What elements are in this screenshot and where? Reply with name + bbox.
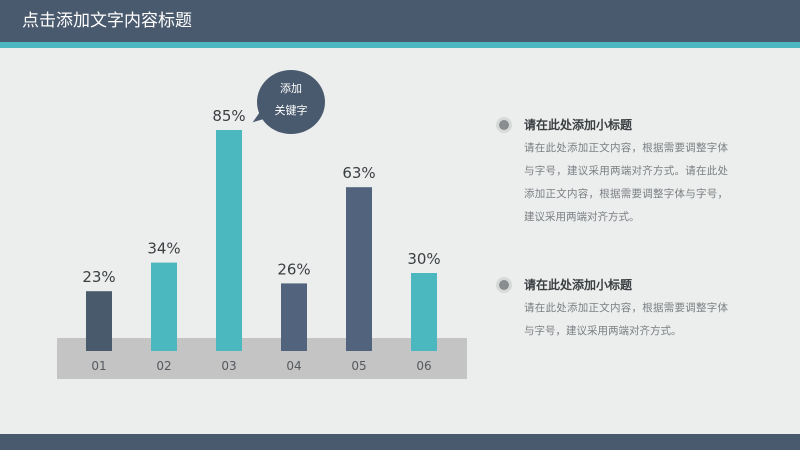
bullet-icon xyxy=(496,117,512,133)
callout-line-2: 关键字 xyxy=(274,104,308,117)
item-body: 请在此处添加正文内容，根据需要调整字体与字号，建议采用两端对齐方式。 xyxy=(524,302,728,337)
tick-label-04: 04 xyxy=(286,359,301,373)
footer-bar xyxy=(0,434,800,450)
value-label-01: 23% xyxy=(82,268,115,286)
header-bar xyxy=(0,0,800,42)
bar-05 xyxy=(346,187,372,351)
item-title: 请在此处添加小标题 xyxy=(524,118,633,132)
callout-bubble xyxy=(257,70,325,134)
tick-label-05: 05 xyxy=(351,359,366,373)
tick-label-02: 02 xyxy=(156,359,171,373)
bar-01 xyxy=(86,291,112,351)
value-label-02: 34% xyxy=(147,240,180,258)
tick-label-06: 06 xyxy=(416,359,431,373)
value-label-03: 85% xyxy=(212,107,245,125)
bar-06 xyxy=(411,273,437,351)
bar-03 xyxy=(216,130,242,351)
tick-label-01: 01 xyxy=(91,359,106,373)
value-label-04: 26% xyxy=(277,260,310,278)
page-title: 点击添加文字内容标题 xyxy=(22,11,192,31)
callout-text: 添加 关键字 xyxy=(257,78,325,122)
value-label-05: 63% xyxy=(342,164,375,182)
item-title: 请在此处添加小标题 xyxy=(524,278,633,292)
bar-04 xyxy=(281,283,307,351)
bar-02 xyxy=(151,262,177,351)
value-label-06: 30% xyxy=(407,250,440,268)
bullet-icon xyxy=(496,277,512,293)
tick-label-03: 03 xyxy=(221,359,236,373)
item-body: 请在此处添加正文内容，根据需要调整字体与字号，建议采用两端对齐方式。请在此处添加… xyxy=(524,142,728,223)
callout-line-1: 添加 xyxy=(280,82,302,95)
axis-band xyxy=(57,338,467,379)
header-accent-stripe xyxy=(0,42,800,48)
